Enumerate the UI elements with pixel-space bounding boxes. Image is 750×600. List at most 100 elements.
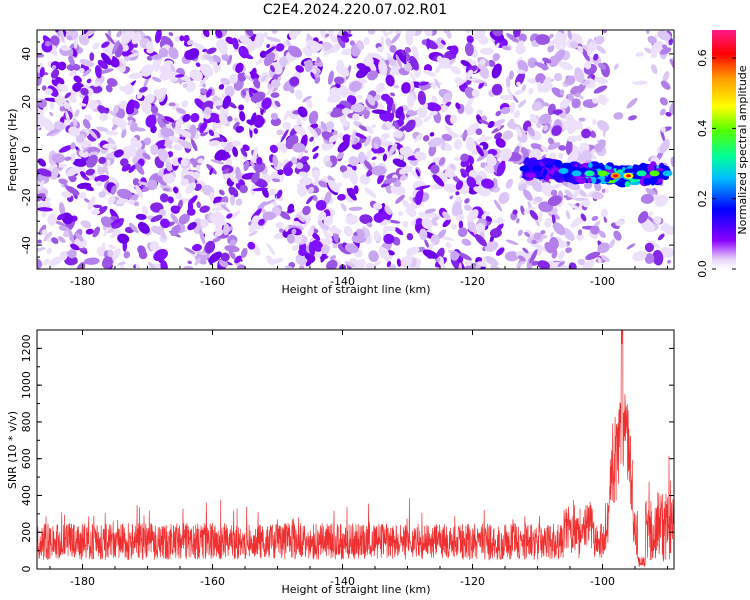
spectrogram-cell [199,74,209,87]
spectrogram-cell [235,62,244,73]
spectrogram-cell [45,197,51,202]
spectrogram-cell [282,121,291,130]
spectrogram-cell [527,126,535,137]
spectrogram-cell [37,158,47,167]
spectrogram-cell [210,159,225,165]
spectrogram-cell [149,241,159,252]
spectrogram-cell [513,30,521,38]
spectrogram-cell [41,212,47,218]
spectrogram-cell [129,121,138,133]
spectrogram-cell [378,60,388,76]
spectrogram-cell [371,136,382,150]
spectrogram-cell [484,255,499,267]
spectrogram-cell [209,191,215,202]
spectrogram-cell [164,116,175,123]
spectrogram-cell [598,62,607,70]
spectrogram-cell [540,145,549,153]
spectrogram-cell [659,247,674,258]
spectrogram-cell [49,111,54,117]
spectrogram-cell [304,252,312,260]
spectrogram-cell [490,228,502,238]
spectrogram-cell [302,47,312,57]
spectrogram-cell [613,230,622,241]
spectrogram-cell [266,242,276,256]
spectrogram-cell [101,256,113,269]
spectrogram-cell [57,213,65,221]
spectrogram-cell [260,75,268,82]
spectrogram-cell [143,137,152,146]
spectrogram-cell [549,33,554,39]
spectrogram-cell [346,166,353,173]
spectrogram-cell [101,41,110,49]
spectrogram-cell [449,114,458,124]
spectrogram-cell [647,240,661,249]
spectrogram-cell [323,215,334,226]
spectrogram-cell [650,41,664,55]
spectrogram-cell [363,37,370,46]
spectrogram-cell [79,58,95,67]
spectrogram-cell [357,94,363,100]
spectrogram-cell [553,49,566,63]
spectrogram-cell [58,83,68,92]
spectrogram-cell [238,35,253,46]
spectrogram-cell [344,243,359,254]
spectrogram-cell [458,220,464,230]
spectrogram-cell [388,143,398,155]
signal-cell [587,166,596,172]
spectrogram-cell [128,72,144,80]
spectrogram-cell [85,30,96,37]
y-tick-label: 0 [20,146,33,153]
spectrogram-cell [128,44,134,50]
spectrogram-cell [150,105,159,114]
spectrogram-cell [535,73,546,84]
spectrogram-cell [119,66,126,73]
spectrogram-cell [110,248,121,262]
spectrogram-cell [302,205,311,216]
spectrogram-cell [292,244,299,251]
spectrogram-cell [336,151,345,160]
spectrogram-cell [142,205,149,216]
spectrogram-cell [186,39,194,46]
spectrogram-cell [429,110,438,116]
spectrogram-cell [60,46,71,51]
spectrogram-cell [181,100,189,108]
y-tick-label: 200 [20,522,33,543]
spectrogram-cell [295,162,304,170]
spectrogram-cell [527,57,538,68]
spectrogram-cell [218,43,228,55]
spectrogram-cell [287,203,294,213]
spectrogram-cell [192,243,202,252]
spectrogram-cell [44,88,53,95]
spectrogram-cell [626,97,638,109]
spectrogram-cell [383,177,398,184]
signal-peak-core [626,174,631,178]
spectrogram-cell [351,131,356,146]
spectrogram-cell [597,257,602,264]
spectrogram-cell [80,87,89,96]
spectrogram-cell [449,45,459,56]
spectrogram-cell [184,74,192,86]
spectrogram-cell [396,258,402,267]
spectrogram-cell [162,118,169,125]
spectrogram-cell [312,152,319,160]
spectrogram-cell [414,133,423,143]
spectrogram-cell [430,164,440,174]
spectrogram-cell [518,183,527,191]
spectrogram-cell [288,86,295,94]
spectrogram-cell [387,219,401,224]
spectrogram-cell [110,218,122,226]
spectrogram-cell [240,247,248,258]
spectrogram-cell [378,140,393,147]
spectrogram-cell [94,174,110,183]
spectrogram-cell [322,229,333,242]
spectrogram-cell [471,89,480,98]
spectrogram-cell [580,149,592,164]
spectrogram-cell [377,172,385,185]
spectrogram-cell [454,77,464,86]
spectrogram-cell [659,97,668,106]
spectrogram-cell [328,180,340,193]
spectrogram-cell [423,69,437,77]
spectrogram-cell [565,210,571,220]
spectrogram-cell [179,35,185,42]
spectrogram-cell [564,189,574,198]
